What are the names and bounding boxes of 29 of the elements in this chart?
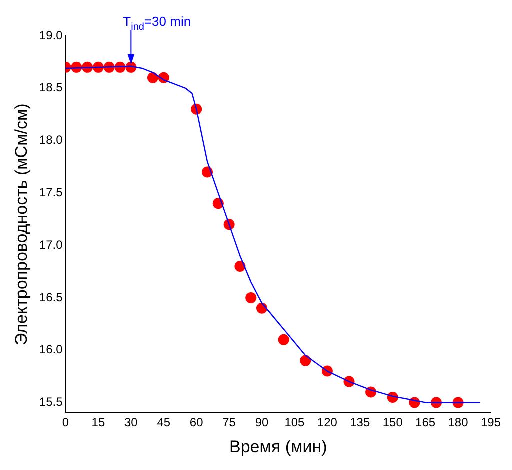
x-tick-label: 15	[92, 416, 106, 430]
point	[278, 334, 290, 346]
x-tick-label: 75	[222, 416, 236, 430]
x-tick-label: 165	[416, 416, 436, 430]
x-axis-title: Время (мин)	[229, 437, 328, 456]
point	[300, 355, 312, 366]
x-tick-label: 45	[157, 416, 171, 430]
x-tick-label: 105	[284, 416, 306, 430]
point	[246, 292, 257, 304]
y-tick-label: 19.0	[39, 28, 64, 42]
y-tick-label: 18.5	[39, 80, 64, 95]
x-tick-label: 30	[124, 416, 138, 430]
y-tick-label: 16.0	[39, 342, 64, 357]
y-tick-label: 18.0	[39, 133, 64, 148]
x-tick-label: 120	[317, 416, 338, 430]
x-tick-label: 60	[190, 416, 204, 430]
y-tick-label: 17.5	[39, 185, 64, 200]
y-tick-label: 15.5	[39, 395, 64, 410]
point	[147, 72, 158, 84]
x-tick-label: 150	[382, 416, 404, 430]
point	[234, 261, 246, 272]
x-tick-label: 90	[255, 416, 270, 430]
y-tick-label: 17.0	[39, 238, 64, 252]
y-axis-title: Электропроводность (мСм/см)	[12, 104, 31, 346]
y-tick-label: 16.5	[39, 290, 64, 304]
x-tick-label: 180	[448, 416, 469, 430]
x-tick-label: 0	[62, 416, 70, 430]
x-tick-label: 135	[350, 416, 370, 430]
x-tick-label: 195	[480, 416, 502, 430]
